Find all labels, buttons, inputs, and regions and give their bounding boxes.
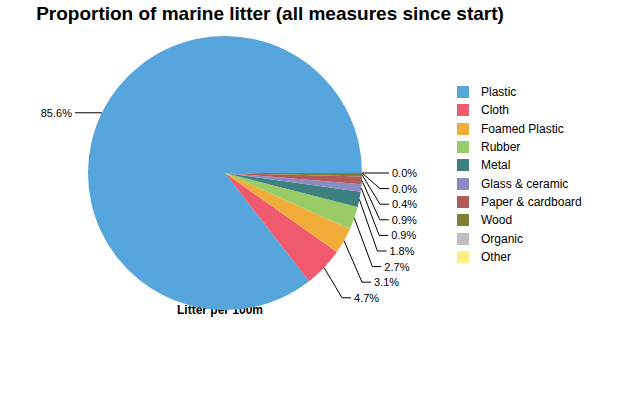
- html-text:Foamed Plastic: Foamed Plastic: [481, 121, 564, 136]
- svg-text:0.0%: 0.0%: [392, 167, 417, 179]
- svg-text:0.9%: 0.9%: [391, 229, 416, 241]
- html-text:Wood: Wood: [481, 213, 513, 228]
- svg-text:3.1%: 3.1%: [374, 276, 399, 288]
- svg-text:0.9%: 0.9%: [392, 214, 417, 226]
- html-text:Other: Other: [481, 249, 511, 264]
- html-text:Litter per 100m: Litter per 100m: [177, 303, 263, 317]
- svg-text:0.0%: 0.0%: [392, 183, 417, 195]
- html-text:Rubber: Rubber: [481, 140, 521, 154]
- html-text:Paper & cardboard: Paper & cardboard: [481, 194, 582, 209]
- html-text:Organic: Organic: [481, 231, 523, 246]
- html-text:Metal: Metal: [481, 158, 511, 173]
- html-text:Cloth: Cloth: [481, 103, 509, 118]
- svg-text:0.4%: 0.4%: [392, 198, 417, 210]
- svg-text:2.7%: 2.7%: [384, 261, 409, 273]
- svg-text:1.8%: 1.8%: [389, 245, 414, 257]
- html-text:Proportion of marine litter (a: Proportion of marine litter (all measure…: [36, 3, 504, 24]
- svg-text:85.6%: 85.6%: [41, 107, 72, 119]
- svg-text:4.7%: 4.7%: [354, 292, 379, 304]
- html-text:Glass & ceramic: Glass & ceramic: [481, 176, 569, 191]
- html-text:Plastic: Plastic: [481, 85, 517, 100]
